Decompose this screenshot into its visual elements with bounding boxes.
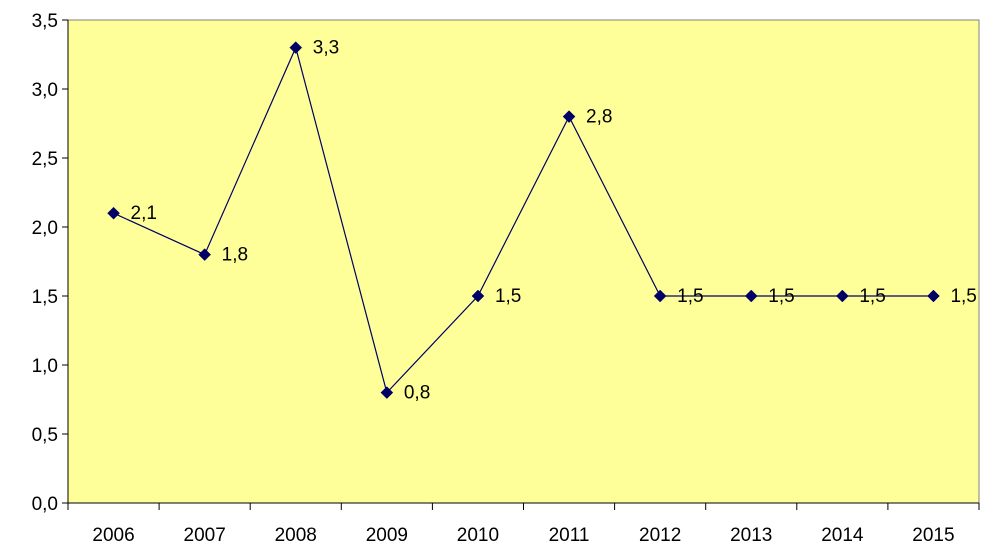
data-point-marker (562, 110, 576, 123)
series-layer (107, 41, 940, 399)
y-axis: 0,0 0,5 1,0 1,5 2,0 2,5 3,0 3,5 (32, 11, 69, 515)
x-tick-label: 2007 (184, 525, 226, 546)
y-tick-label: 3,5 (32, 11, 58, 32)
data-label: 2,1 (131, 203, 157, 224)
data-point-marker (198, 248, 212, 261)
data-point-marker (289, 41, 303, 54)
data-point-marker (835, 289, 849, 303)
y-tick-label: 0,5 (32, 425, 58, 446)
data-label: 2,8 (586, 107, 612, 128)
data-point-marker (380, 386, 394, 399)
data-label: 1,5 (495, 286, 521, 307)
data-label-layer: 2,1 1,8 3,3 0,8 1,5 2,8 1,5 1,5 1,5 1,5 (131, 38, 977, 404)
series-line (113, 45, 934, 394)
data-label: 1,5 (950, 286, 976, 307)
data-label: 1,5 (768, 286, 794, 307)
data-label: 1,5 (677, 286, 703, 307)
plot-area (67, 19, 980, 504)
data-label: 0,8 (404, 383, 430, 404)
data-label: 1,5 (859, 286, 885, 307)
x-tick-label: 2006 (92, 525, 134, 546)
x-tick-label: 2010 (457, 525, 499, 546)
x-tick-label: 2008 (275, 525, 317, 546)
x-tick-label: 2015 (912, 525, 954, 546)
data-point-marker (107, 206, 120, 220)
y-tick-label: 3,0 (32, 80, 58, 101)
data-label: 3,3 (313, 38, 339, 59)
data-point-marker (927, 289, 940, 303)
data-point-marker (471, 289, 485, 303)
data-point-marker (744, 289, 758, 303)
x-tick-label: 2013 (730, 525, 772, 546)
x-axis: 2006 2007 2008 2009 2010 2011 2012 2013 2014 2015 (67, 502, 980, 546)
x-tick-label: 2009 (366, 525, 408, 546)
y-tick-label: 0,0 (32, 494, 58, 515)
data-label: 1,8 (222, 245, 248, 266)
y-tick-label: 2,5 (32, 149, 58, 170)
x-tick-label: 2014 (821, 525, 864, 546)
data-point-marker (653, 289, 667, 303)
x-tick-label: 2011 (549, 525, 590, 546)
y-tick-label: 1,5 (32, 287, 58, 308)
y-tick-label: 2,0 (32, 218, 58, 239)
x-tick-label: 2012 (639, 525, 681, 546)
y-tick-label: 1,0 (32, 356, 58, 377)
